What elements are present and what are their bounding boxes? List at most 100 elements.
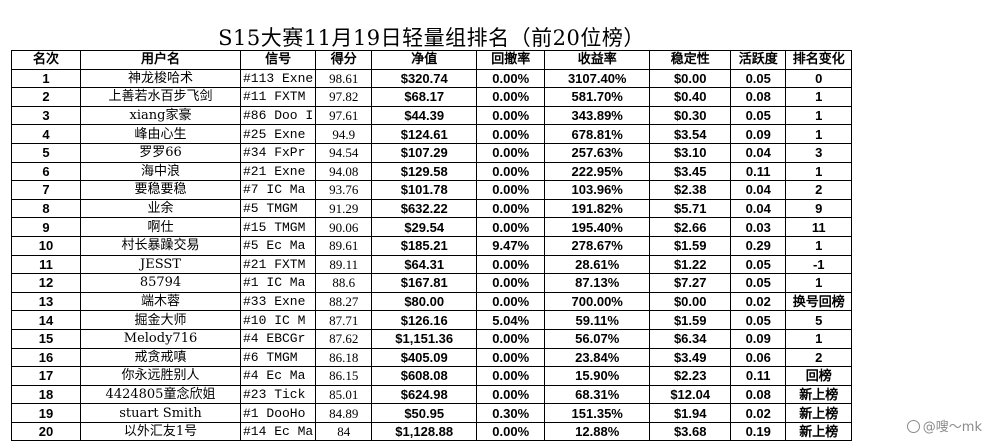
cell-stability: $7.27 [649, 273, 732, 293]
cell-net-value: $50.95 [371, 403, 478, 423]
cell-stability: $6.34 [649, 328, 732, 349]
cell-rank: 6 [11, 161, 81, 182]
cell-score: 88.27 [315, 291, 373, 312]
cell-rank-change: 1 [785, 273, 853, 293]
cell-rank-change: 2 [785, 347, 853, 368]
cell-net-value: $1,128.88 [371, 421, 478, 442]
cell-return-rate: 3107.40% [544, 68, 651, 89]
cell-return-rate: 222.95% [544, 161, 651, 182]
table-row: 14 掘金大师 #10 IC M 87.71 $126.16 5.04% 59.11% $1.… [11, 310, 853, 330]
cell-signal: #21 FXTM [239, 254, 317, 275]
cell-net-value: $624.98 [371, 384, 478, 405]
weibo-icon [906, 420, 920, 433]
cell-net-value: $167.81 [371, 273, 478, 293]
cell-score: 88.6 [315, 273, 373, 293]
cell-stability: $1.59 [649, 235, 732, 256]
cell-username: JESST [80, 254, 241, 275]
cell-activity: 0.05 [730, 68, 787, 89]
cell-return-rate: 12.88% [544, 421, 651, 442]
cell-username: 罗罗66 [80, 142, 241, 163]
cell-activity: 0.09 [730, 328, 787, 349]
table-row: 17 你永远胜别人 #4 Ec Ma 86.15 $608.08 0.00% 15.90% $… [11, 366, 853, 386]
cell-username: 神龙梭哈术 [80, 68, 241, 89]
cell-rank: 20 [11, 421, 81, 442]
cell-rank-change: 换号回榜 [785, 291, 853, 312]
cell-stability: $3.45 [649, 161, 732, 182]
cell-drawdown: 0.00% [476, 142, 546, 163]
cell-stability: $0.30 [649, 105, 732, 126]
cell-username: 村长暴躁交易 [80, 235, 241, 256]
cell-rank: 9 [11, 217, 81, 237]
cell-username: 啊仕 [80, 217, 241, 237]
cell-net-value: $126.16 [371, 310, 478, 330]
cell-username: 戒贪戒嗔 [80, 347, 241, 368]
table-row: 3 xiang家豪 #86 Doo I 97.61 $44.39 0.00% 343.89%… [11, 105, 853, 126]
cell-drawdown: 0.00% [476, 87, 546, 107]
cell-drawdown: 0.00% [476, 161, 546, 182]
cell-username: 业余 [80, 198, 241, 219]
header-score: 得分 [315, 50, 373, 70]
cell-rank-change: 1 [785, 328, 853, 349]
watermark: @嗖～mk [906, 416, 982, 435]
cell-rank: 10 [11, 235, 81, 256]
table-row: 16 戒贪戒嗔 #6 TMGM 86.18 $405.09 0.00% 23.84% $3.4… [11, 347, 853, 368]
cell-net-value: $320.74 [371, 68, 478, 89]
page-title: S15大赛11月19日轻量组排名（前20位榜） [218, 26, 645, 50]
cell-activity: 0.08 [730, 87, 787, 107]
cell-drawdown: 0.30% [476, 403, 546, 423]
cell-signal: #4 Ec Ma [239, 366, 317, 386]
table-row: 1 神龙梭哈术 #113 Exne 98.61 $320.74 0.00% 3107.40%… [11, 68, 853, 89]
cell-drawdown: 0.00% [476, 254, 546, 275]
cell-rank: 2 [11, 87, 81, 107]
cell-score: 87.62 [315, 328, 373, 349]
watermark-text: @嗖～mk [922, 420, 982, 435]
cell-return-rate: 59.11% [544, 310, 651, 330]
cell-rank-change: 1 [785, 161, 853, 182]
cell-rank: 19 [11, 403, 81, 423]
cell-activity: 0.06 [730, 347, 787, 368]
cell-stability: $1.59 [649, 310, 732, 330]
cell-rank: 16 [11, 347, 81, 368]
cell-signal: #113 Exne [239, 68, 317, 89]
cell-rank: 7 [11, 180, 81, 200]
cell-score: 87.71 [315, 310, 373, 330]
cell-score: 97.82 [315, 87, 373, 107]
cell-signal: #10 IC M [239, 310, 317, 330]
cell-signal: #1 IC Ma [239, 273, 317, 293]
cell-rank: 13 [11, 291, 81, 312]
cell-drawdown: 0.00% [476, 273, 546, 293]
cell-return-rate: 278.67% [544, 235, 651, 256]
cell-username: 峰由心生 [80, 124, 241, 144]
cell-rank: 17 [11, 366, 81, 386]
cell-username: 要稳要稳 [80, 180, 241, 200]
cell-return-rate: 68.31% [544, 384, 651, 405]
cell-net-value: $129.58 [371, 161, 478, 182]
cell-return-rate: 700.00% [544, 291, 651, 312]
cell-drawdown: 0.00% [476, 217, 546, 237]
cell-stability: $3.10 [649, 142, 732, 163]
header-activity: 活跃度 [730, 50, 787, 70]
cell-signal: #25 Exne [239, 124, 317, 144]
cell-stability: $3.68 [649, 421, 732, 442]
table-row: 19 stuart Smith #1 DooHo 84.89 $50.95 0.30% 15… [11, 403, 853, 423]
cell-rank-change: -1 [785, 254, 853, 275]
cell-username: 海中浪 [80, 161, 241, 182]
cell-activity: 0.08 [730, 384, 787, 405]
cell-rank-change: 1 [785, 87, 853, 107]
cell-signal: #5 Ec Ma [239, 235, 317, 256]
cell-rank-change: 11 [785, 217, 853, 237]
cell-activity: 0.03 [730, 217, 787, 237]
cell-rank: 12 [11, 273, 81, 293]
cell-activity: 0.05 [730, 105, 787, 126]
cell-return-rate: 151.35% [544, 403, 651, 423]
cell-score: 85.01 [315, 384, 373, 405]
cell-rank-change: 1 [785, 105, 853, 126]
cell-drawdown: 5.04% [476, 310, 546, 330]
cell-activity: 0.19 [730, 421, 787, 442]
table-row: 6 海中浪 #21 Exne 94.08 $129.58 0.00% 222.95% $3.4… [11, 161, 853, 182]
cell-activity: 0.29 [730, 235, 787, 256]
cell-drawdown: 0.00% [476, 421, 546, 442]
table-row: 15 Melody716 #4 EBCGr 87.62 $1,151.36 0.00% 56… [11, 328, 853, 349]
cell-rank-change: 0 [785, 68, 853, 89]
cell-score: 93.76 [315, 180, 373, 200]
